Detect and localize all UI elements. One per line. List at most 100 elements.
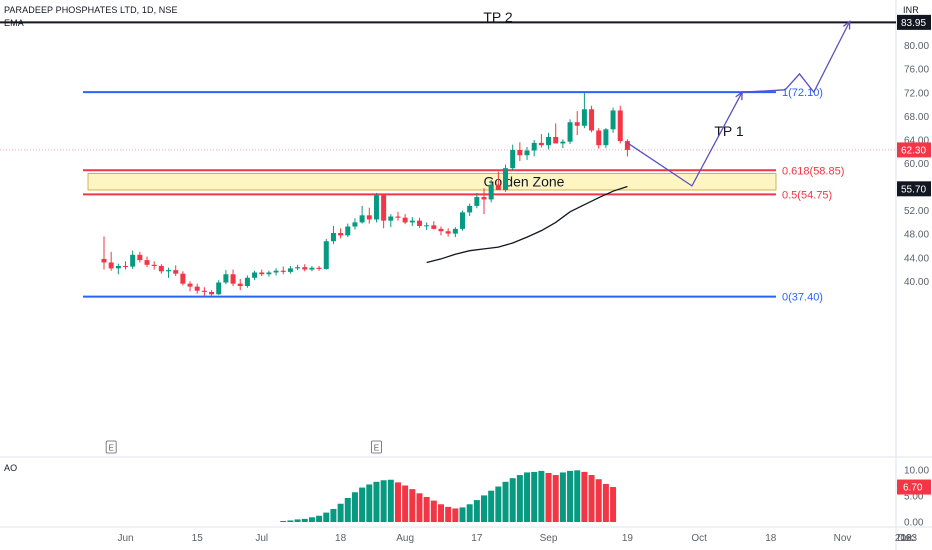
candle-body	[424, 225, 430, 227]
price-axis-tick: 40.00	[904, 277, 929, 288]
ao-bar	[524, 472, 531, 522]
time-axis-tick: 18	[765, 533, 777, 544]
candle-body	[266, 272, 272, 275]
ao-bar	[373, 481, 380, 522]
ao-bar	[294, 519, 301, 522]
candle-body	[280, 270, 286, 272]
ao-bar	[287, 520, 294, 522]
candle-body	[503, 168, 509, 190]
candle-body	[244, 277, 250, 287]
candle-body	[373, 195, 379, 220]
fib-level-label: 0.5(54.75)	[782, 189, 832, 201]
candle-body	[538, 142, 544, 146]
candle-body	[474, 197, 480, 206]
tp2-label: TP 2	[483, 9, 513, 25]
candle-body	[524, 150, 530, 156]
ao-bar	[452, 508, 459, 522]
candle-body	[624, 141, 630, 150]
candle-body	[581, 109, 587, 126]
time-axis-tick: Oct	[691, 533, 707, 544]
ao-bar	[402, 485, 409, 522]
ao-bar	[516, 475, 523, 522]
ao-bar	[602, 483, 609, 522]
candle-body	[216, 282, 222, 295]
ao-bar	[488, 490, 495, 522]
ao-bar	[359, 487, 366, 522]
candle-body	[144, 260, 150, 265]
earnings-marker	[105, 440, 117, 454]
ao-bar	[301, 518, 308, 522]
ema-line	[426, 185, 628, 264]
fib-level-label: 1(72.10)	[782, 87, 823, 99]
projection-arrow-tp1	[735, 90, 743, 101]
ao-bar	[330, 508, 337, 522]
ao-value-tag	[897, 479, 931, 495]
price-axis-tick: 44.00	[904, 253, 929, 264]
projection-arrow-tp2	[842, 20, 851, 30]
candle-body	[395, 216, 401, 218]
candle-body	[151, 264, 157, 267]
candle-body	[194, 286, 200, 291]
candle-body	[187, 283, 193, 287]
time-axis-tick: Nov	[834, 533, 852, 544]
golden-zone-box	[87, 173, 777, 191]
candle-body	[115, 266, 121, 269]
candle-body	[259, 272, 265, 275]
candle-body	[173, 270, 179, 274]
fib-level-label: 0.618(58.85)	[782, 165, 844, 177]
time-axis-tick: 18	[335, 533, 347, 544]
candle-body	[438, 228, 444, 232]
ao-bar	[552, 475, 559, 522]
ao-bar	[545, 472, 552, 522]
ao-bar	[445, 506, 452, 522]
ao-bar	[308, 517, 315, 522]
time-axis-tick: Aug	[396, 533, 414, 544]
candle-body	[287, 268, 293, 272]
ao-bar	[588, 475, 595, 522]
golden-zone-label: Golden Zone	[484, 174, 565, 190]
ao-bar	[466, 504, 473, 522]
projection-path	[627, 21, 851, 187]
candle-body	[338, 233, 344, 236]
ao-bar	[581, 471, 588, 522]
ao-bar	[316, 515, 323, 522]
candle-body	[452, 228, 458, 234]
tp1-label: TP 1	[714, 123, 744, 139]
candle-body	[359, 215, 365, 223]
candle-body	[166, 270, 172, 272]
time-axis-tick: Sep	[540, 533, 558, 544]
ao-indicator-label[interactable]: AO	[4, 463, 18, 473]
ao-bar	[574, 470, 581, 522]
candle-body	[381, 195, 387, 221]
ao-axis-tick: 0.00	[904, 518, 924, 529]
price-axis-tick: 48.00	[904, 230, 929, 241]
price-tag	[897, 181, 931, 197]
time-axis-tick: 17	[471, 533, 483, 544]
ao-bar	[473, 500, 480, 522]
currency-label: INR	[903, 5, 919, 15]
ao-bar	[495, 486, 502, 522]
ao-bar	[610, 487, 617, 522]
candle-body	[323, 241, 329, 269]
candle-body	[230, 274, 236, 284]
price-axis-tick: 60.00	[904, 159, 929, 170]
ao-bar	[323, 512, 330, 522]
candle-body	[409, 220, 415, 223]
price-axis-tick: 80.00	[904, 41, 929, 52]
price-tag	[897, 142, 931, 158]
price-axis-tick: 76.00	[904, 65, 929, 76]
candle-body	[546, 136, 552, 146]
candle-body	[517, 149, 523, 156]
ao-bar	[409, 489, 416, 522]
time-axis-tick: 19	[622, 533, 634, 544]
candle-body	[603, 129, 609, 146]
candle-body	[158, 266, 164, 272]
time-axis-tick: 2023	[895, 533, 918, 544]
candle-body	[553, 136, 559, 144]
candle-body	[402, 217, 408, 223]
candle-body	[123, 266, 129, 268]
price-axis-tick: 52.00	[904, 206, 929, 217]
candle-body	[589, 109, 595, 131]
price-axis-tick: 72.00	[904, 88, 929, 99]
